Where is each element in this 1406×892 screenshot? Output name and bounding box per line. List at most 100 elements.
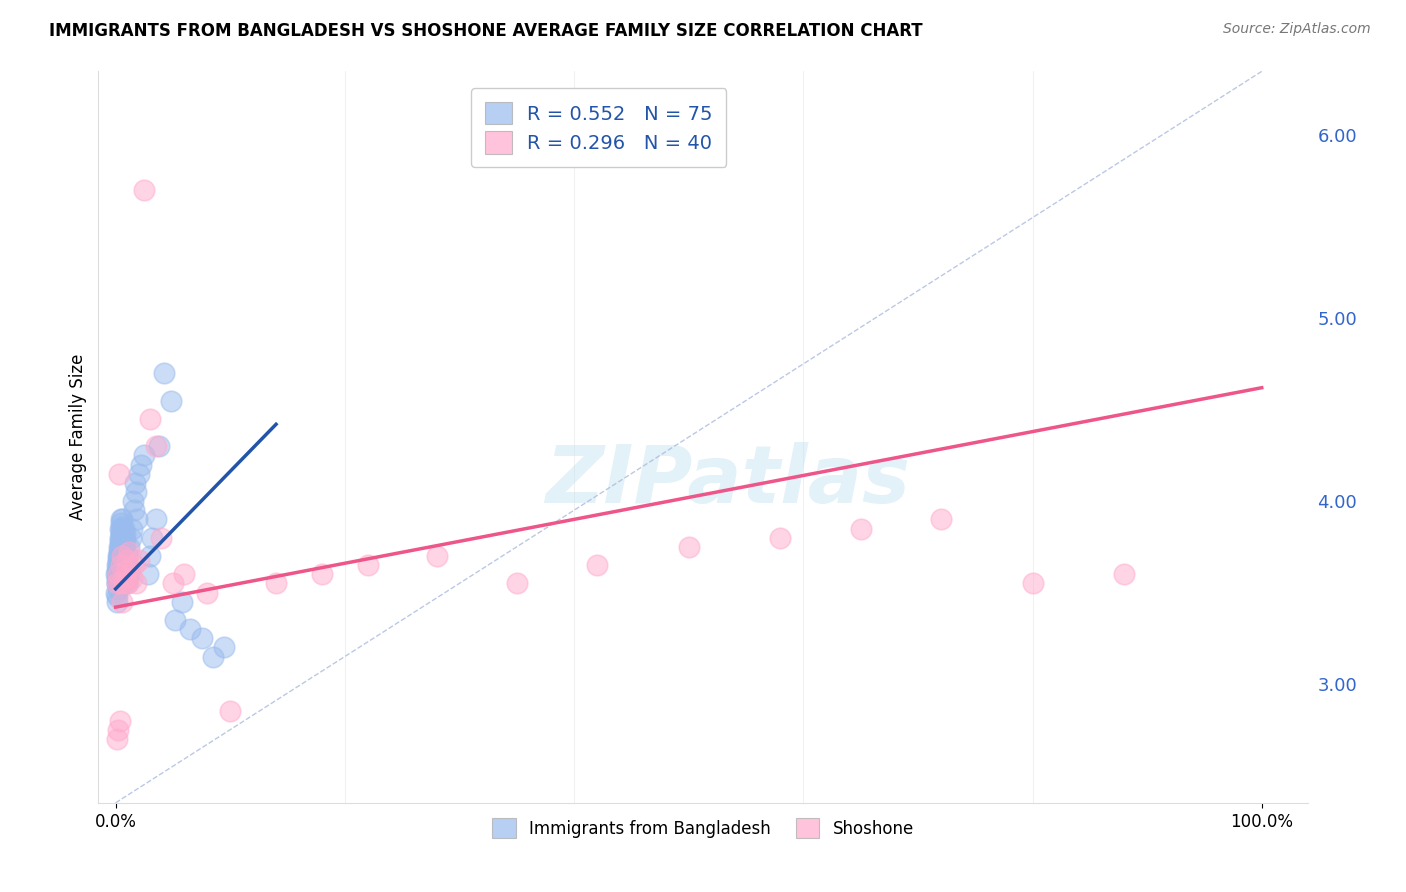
Point <box>214 640 236 655</box>
Point <box>107 564 129 578</box>
Point <box>145 512 167 526</box>
Point <box>128 467 150 481</box>
Point <box>105 564 128 578</box>
Point <box>172 594 194 608</box>
Point <box>769 531 792 545</box>
Point <box>506 576 529 591</box>
Point <box>111 549 134 563</box>
Point <box>127 512 149 526</box>
Point <box>114 534 136 549</box>
Point <box>134 183 156 197</box>
Point <box>1114 567 1136 582</box>
Point <box>118 540 141 554</box>
Point <box>115 552 138 566</box>
Point <box>118 564 141 578</box>
Point <box>111 519 134 533</box>
Point <box>105 585 128 599</box>
Point <box>264 576 287 591</box>
Point <box>115 567 138 582</box>
Point <box>190 631 212 645</box>
Point <box>105 589 128 603</box>
Point <box>121 494 143 508</box>
Point <box>173 567 195 582</box>
Point <box>110 521 132 535</box>
Point <box>107 582 129 596</box>
Point <box>108 531 131 545</box>
Point <box>107 567 129 582</box>
Point <box>152 366 174 380</box>
Point <box>125 485 148 500</box>
Point <box>110 534 132 549</box>
Y-axis label: Average Family Size: Average Family Size <box>69 354 87 520</box>
Point <box>122 558 145 573</box>
Point <box>162 576 184 591</box>
Point <box>148 439 170 453</box>
Point <box>120 531 142 545</box>
Point <box>105 558 128 573</box>
Point <box>111 540 134 554</box>
Point <box>159 393 181 408</box>
Point <box>114 527 136 541</box>
Point <box>125 576 148 591</box>
Point <box>110 531 132 545</box>
Point <box>145 439 167 453</box>
Point <box>108 540 131 554</box>
Point <box>849 521 872 535</box>
Point <box>122 503 145 517</box>
Point <box>105 731 128 746</box>
Point <box>107 556 129 570</box>
Point <box>425 549 447 563</box>
Point <box>112 531 135 545</box>
Point <box>112 521 135 535</box>
Point <box>108 714 131 728</box>
Point <box>117 571 139 585</box>
Point <box>108 521 131 535</box>
Point <box>111 594 134 608</box>
Point <box>195 585 218 599</box>
Point <box>121 521 143 535</box>
Point <box>107 723 129 737</box>
Point <box>115 558 138 573</box>
Point <box>108 576 131 591</box>
Point <box>117 549 139 563</box>
Point <box>112 545 135 559</box>
Point <box>105 576 128 591</box>
Point <box>112 540 135 554</box>
Point <box>121 571 143 585</box>
Point <box>136 567 159 582</box>
Point <box>118 545 141 559</box>
Point <box>110 527 132 541</box>
Point <box>108 545 131 559</box>
Point <box>105 567 128 582</box>
Point <box>111 549 134 563</box>
Point <box>129 458 152 472</box>
Point <box>586 558 609 573</box>
Point <box>115 564 138 578</box>
Point <box>107 567 129 582</box>
Point <box>311 567 333 582</box>
Point <box>117 576 139 591</box>
Point <box>108 541 131 556</box>
Point <box>115 576 138 591</box>
Text: Source: ZipAtlas.com: Source: ZipAtlas.com <box>1223 22 1371 37</box>
Point <box>110 534 132 549</box>
Point <box>108 549 131 563</box>
Point <box>1021 576 1043 591</box>
Point <box>105 576 128 591</box>
Point <box>111 558 134 573</box>
Point <box>134 448 156 462</box>
Point <box>179 622 201 636</box>
Point <box>165 613 187 627</box>
Point <box>114 571 136 585</box>
Point <box>108 467 131 481</box>
Point <box>108 540 131 554</box>
Point <box>357 558 380 573</box>
Point <box>107 549 129 563</box>
Text: ZIPatlas: ZIPatlas <box>544 442 910 520</box>
Point <box>110 516 132 530</box>
Point <box>141 531 163 545</box>
Point <box>202 649 225 664</box>
Point <box>124 475 146 490</box>
Text: IMMIGRANTS FROM BANGLADESH VS SHOSHONE AVERAGE FAMILY SIZE CORRELATION CHART: IMMIGRANTS FROM BANGLADESH VS SHOSHONE A… <box>49 22 922 40</box>
Point <box>929 512 952 526</box>
